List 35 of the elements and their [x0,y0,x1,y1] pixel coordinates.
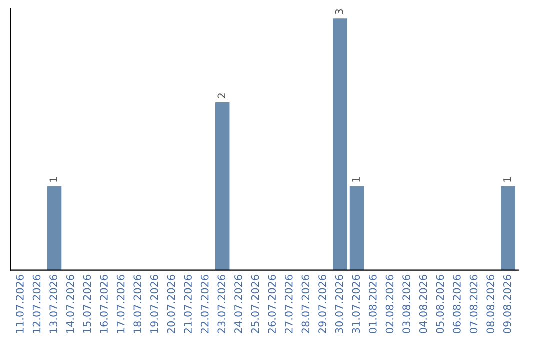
x-tick-label: 05.08.2026 [436,275,444,334]
data-label: 1 [352,177,360,182]
x-tick-label: 07.08.2026 [470,275,478,334]
x-tick-label: 22.07.2026 [200,275,209,334]
x-tick-label: 09.08.2026 [503,275,512,334]
x-tick-label: 24.07.2026 [234,275,242,334]
x-tick-label: 17.07.2026 [116,275,125,333]
x-tick-label: 20.07.2026 [167,275,176,334]
x-tick-label: 01.08.2026 [368,275,377,334]
x-tick-label: 28.07.2026 [302,275,310,334]
x-tick-label: 21.07.2026 [184,275,192,334]
x-tick-label: 26.07.2026 [268,275,276,334]
x-tick-label: 27.07.2026 [284,275,293,334]
x-tick-label: 02.08.2026 [386,275,394,334]
x-tick-label: 19.07.2026 [150,275,158,333]
x-tick-label: 11.07.2026 [16,275,24,333]
x-tick-label: 06.08.2026 [453,275,461,334]
x-tick-label: 08.08.2026 [486,275,495,334]
x-tick-label: 25.07.2026 [251,275,260,334]
x-tick-label: 15.07.2026 [83,275,92,333]
data-label: 1 [504,177,512,182]
x-tick-label: 16.07.2026 [100,275,108,333]
data-label: 3 [335,9,344,14]
x-tick-label: 29.07.2026 [318,275,326,334]
x-tick-label: 18.07.2026 [134,275,142,333]
x-tick-label: 30.07.2026 [335,275,344,334]
x-tick-label: 13.07.2026 [50,275,58,333]
data-label: 2 [218,94,226,98]
x-tick-label: 31.07.2026 [352,275,360,334]
x-tick-label: 03.08.2026 [402,275,410,334]
x-tick-label: 04.08.2026 [419,275,428,334]
x-tick-label: 14.07.2026 [66,275,74,333]
x-tick-label: 12.07.2026 [32,275,41,333]
x-tick-label: 23.07.2026 [218,275,226,334]
data-label: 1 [50,177,58,182]
